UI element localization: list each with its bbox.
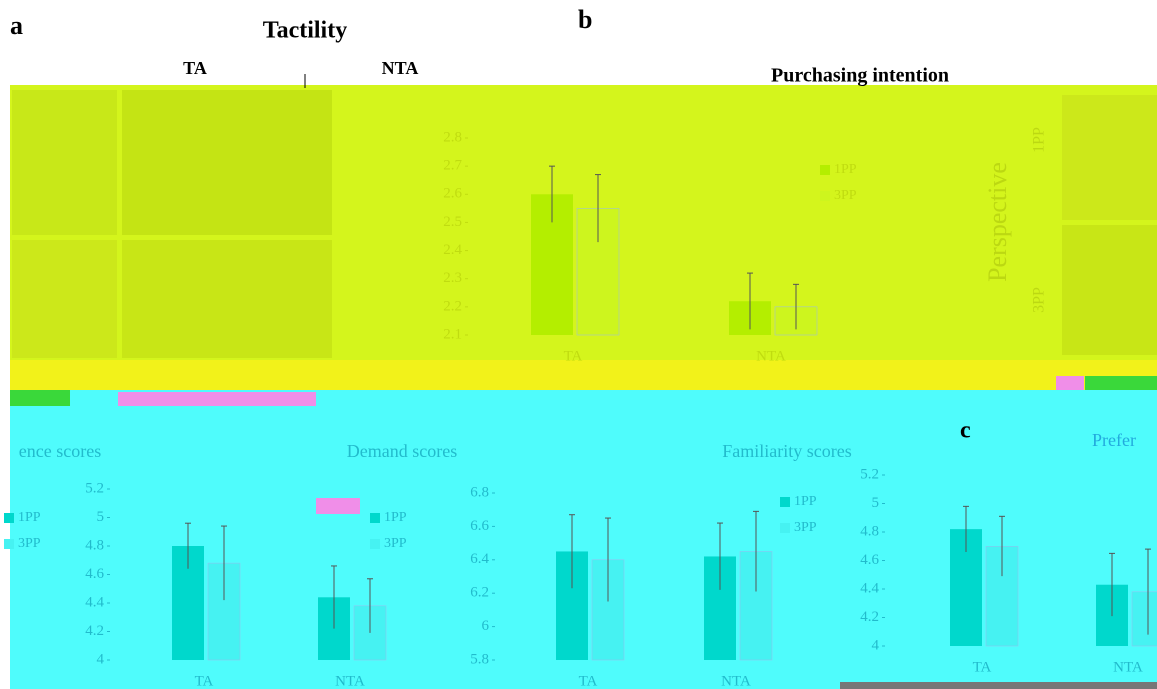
strip xyxy=(1085,376,1157,390)
x-tick-label: TA xyxy=(973,659,992,675)
x-tick-label: NTA xyxy=(1113,659,1143,675)
y-tick-label: 5.2 xyxy=(860,466,879,482)
y-tick-label: 2.2 xyxy=(443,298,462,314)
x-tick-label: NTA xyxy=(756,348,786,364)
y-tick-label: 4.4 xyxy=(860,580,879,596)
highlight xyxy=(1056,376,1084,390)
chart-title: Purchasing intention xyxy=(771,65,949,87)
y-tick-label: 6.8 xyxy=(470,484,489,500)
panel-label: c xyxy=(960,418,971,444)
legend-label: 3PP xyxy=(794,520,817,535)
y-tick-label: 2.5 xyxy=(443,214,462,230)
legend-swatch xyxy=(4,539,14,549)
y-tick-label: 2.8 xyxy=(443,129,462,145)
highlight xyxy=(316,498,360,514)
legend-label: 3PP xyxy=(834,188,857,203)
photo xyxy=(1062,225,1157,355)
legend-swatch xyxy=(780,523,790,533)
heading: NTA xyxy=(382,58,419,78)
bar xyxy=(1132,592,1157,646)
x-tick-label: TA xyxy=(564,348,583,364)
strip xyxy=(10,390,70,406)
figure: a Tactility TA NTA b c Prefer Perspectiv… xyxy=(0,0,1157,689)
y-tick-label: 4.4 xyxy=(85,594,104,610)
strip xyxy=(10,360,1157,390)
y-tick-label: 2.1 xyxy=(443,326,462,342)
legend-swatch xyxy=(370,513,380,523)
photo xyxy=(12,240,117,358)
row-label: 1PP xyxy=(1031,127,1048,153)
photo xyxy=(1062,95,1157,220)
highlight xyxy=(118,392,316,406)
y-tick-label: 4.8 xyxy=(85,537,104,553)
photo xyxy=(12,90,117,235)
heading: TA xyxy=(183,58,207,78)
heading: Prefer xyxy=(1092,430,1136,450)
row-label: 3PP xyxy=(1031,287,1048,313)
legend-swatch xyxy=(370,539,380,549)
y-tick-label: 4.6 xyxy=(860,552,879,568)
panel-label: a xyxy=(10,11,23,40)
heading: Tactility xyxy=(263,18,347,44)
y-tick-label: 4 xyxy=(97,651,105,667)
y-tick-label: 5 xyxy=(97,509,105,525)
x-tick-label: TA xyxy=(195,673,214,689)
legend-swatch xyxy=(820,191,830,201)
axis-title: Perspective xyxy=(983,162,1012,282)
legend-label: 3PP xyxy=(18,536,41,551)
y-tick-label: 2.3 xyxy=(443,270,462,286)
y-tick-label: 6.4 xyxy=(470,551,489,567)
chart-title: Familiarity scores xyxy=(722,441,851,461)
y-tick-label: 4.2 xyxy=(860,609,879,625)
y-tick-label: 5 xyxy=(872,495,880,511)
legend-label: 1PP xyxy=(384,510,407,525)
legend-label: 1PP xyxy=(834,162,857,177)
legend-swatch xyxy=(4,513,14,523)
y-tick-label: 2.6 xyxy=(443,186,462,202)
photo xyxy=(122,90,332,235)
y-tick-label: 6.6 xyxy=(470,518,489,534)
chart-title: ence scores xyxy=(19,441,101,461)
x-tick-label: TA xyxy=(579,673,598,689)
legend-label: 1PP xyxy=(18,510,41,525)
panel-label: b xyxy=(578,5,592,34)
y-tick-label: 2.4 xyxy=(443,242,462,258)
y-tick-label: 4.8 xyxy=(860,523,879,539)
y-tick-label: 5.2 xyxy=(85,480,104,496)
x-tick-label: NTA xyxy=(335,673,365,689)
strip xyxy=(840,682,1157,689)
legend-swatch xyxy=(780,497,790,507)
y-tick-label: 4.6 xyxy=(85,566,104,582)
legend-swatch xyxy=(820,165,830,175)
photo xyxy=(122,240,332,358)
y-tick-label: 6 xyxy=(482,618,490,634)
y-tick-label: 4.2 xyxy=(85,623,104,639)
chart-title: Demand scores xyxy=(347,441,457,461)
legend-label: 3PP xyxy=(384,536,407,551)
x-tick-label: NTA xyxy=(721,673,751,689)
y-tick-label: 6.2 xyxy=(470,585,489,601)
y-tick-label: 2.7 xyxy=(443,158,462,174)
y-tick-label: 5.8 xyxy=(470,651,489,667)
legend-label: 1PP xyxy=(794,494,817,509)
y-tick-label: 4 xyxy=(872,637,880,653)
